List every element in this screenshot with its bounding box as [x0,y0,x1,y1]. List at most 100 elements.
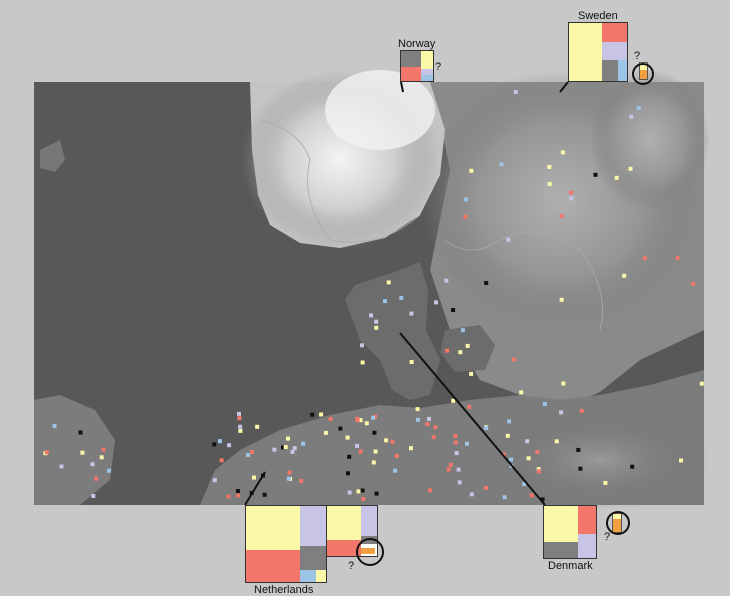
station-marker [484,426,488,431]
station-marker [346,471,350,476]
cell-red [578,506,596,534]
station-marker [448,462,453,467]
station-marker [409,311,414,316]
station-marker [569,190,574,195]
station-marker [614,175,619,180]
station-marker [107,468,112,473]
station-marker [505,433,510,438]
chart-sweden[interactable] [568,22,628,82]
station-marker [463,197,468,202]
station-marker [554,439,559,444]
coastline-north [259,119,421,243]
station-marker [356,489,361,494]
station-markers [43,90,704,502]
station-marker [345,435,350,440]
highlight-ring-netherlands[interactable] [356,538,384,566]
cell-gray [300,546,326,570]
station-marker [290,449,295,454]
station-marker [355,416,360,421]
station-marker [456,467,461,472]
station-marker [409,446,413,451]
station-marker [374,319,379,324]
chart-denmark[interactable] [543,505,597,559]
station-marker [281,445,285,450]
highlight-ring-denmark[interactable] [606,511,630,535]
station-marker [454,451,459,456]
cell-yellow-small [316,570,326,582]
station-marker [262,492,267,497]
station-marker [371,460,376,465]
station-marker [578,466,583,471]
station-marker [445,348,450,353]
station-marker [522,482,527,487]
station-marker [323,430,328,435]
station-marker [386,280,391,285]
station-marker [451,308,456,312]
station-marker [235,489,240,494]
station-marker [90,462,95,467]
station-marker [458,350,463,355]
station-marker [526,456,531,461]
station-marker [212,478,217,483]
station-marker [465,441,469,446]
station-marker [501,452,506,457]
cell-lavender [361,506,377,536]
cell-yellow [544,506,578,542]
station-marker [355,443,359,448]
station-marker [636,106,641,110]
station-marker [511,357,516,362]
station-marker [255,424,260,429]
station-marker [99,455,104,460]
station-marker [507,419,512,424]
station-marker [237,416,242,421]
continent-relief [490,410,710,510]
station-marker [212,442,217,447]
chart-norway[interactable] [400,50,434,82]
station-marker [218,439,222,444]
station-marker [415,417,420,422]
station-marker [463,214,468,219]
station-marker [301,441,306,446]
cell-lavender [602,42,627,60]
station-marker [283,445,288,450]
cell-red [246,550,300,582]
station-marker [561,381,566,386]
station-marker [499,162,504,167]
station-marker [59,464,64,469]
station-marker [630,464,635,469]
station-marker [394,453,399,458]
station-marker [249,450,254,454]
station-marker [469,492,474,497]
finland-highlands [590,70,710,210]
station-marker [465,343,470,348]
station-marker [219,458,224,463]
station-marker [94,476,99,481]
unknown-mark-norway: ? [435,61,442,73]
station-marker [529,493,534,498]
land-shetland [40,140,65,172]
station-marker [427,488,432,493]
station-marker [536,467,541,472]
station-marker [509,457,513,462]
cell-lavender [578,534,596,558]
station-marker [444,278,449,283]
station-marker [691,281,696,286]
cell-gray [602,60,618,81]
station-marker [431,435,436,440]
station-marker [576,447,581,452]
station-marker [434,300,438,305]
station-marker [484,281,489,285]
country-label-netherlands: Netherlands [254,584,314,596]
station-marker [361,497,366,501]
station-marker [374,325,379,330]
chart-netherlands[interactable] [245,505,327,583]
station-marker [502,495,507,500]
station-marker [286,436,290,441]
cell-gray [401,51,421,67]
highlight-ring-sweden[interactable] [632,63,654,85]
cell-blue [421,75,433,81]
land-danish-islands [440,325,495,372]
cell-lavender [421,69,433,75]
station-marker [415,407,420,412]
